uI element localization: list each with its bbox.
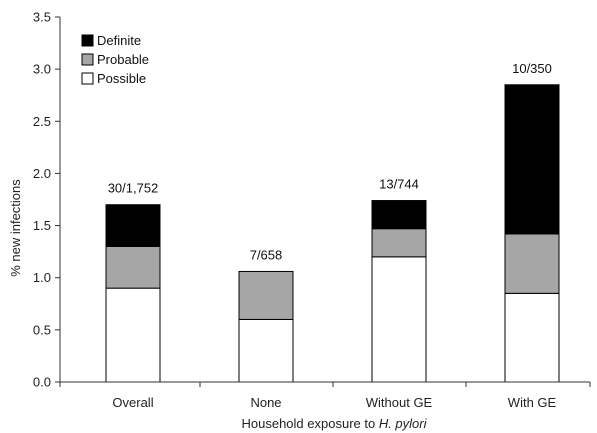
bar-segment-possible-2 [238, 318, 294, 383]
x-axis-title-text: Household exposure to [242, 416, 379, 431]
y-tick-label-1: 0.0 [33, 375, 51, 390]
y-tick-label-7: 3.0 [33, 62, 51, 77]
y-tick-label-4: 1.5 [33, 218, 51, 233]
y-tick-label-8: 3.5 [33, 10, 51, 25]
bar-segment-definite-4 [504, 84, 560, 235]
x-axis-title-italic: H. pylori [379, 416, 428, 431]
x-tick-label-1: Overall [112, 395, 153, 410]
legend-swatch-possible [81, 72, 94, 85]
x-tick-label-3: Without GE [366, 395, 433, 410]
y-tick-label-3: 1.0 [33, 270, 51, 285]
legend-label-probable: Probable [97, 52, 149, 67]
y-axis-title: % new infections [8, 179, 23, 277]
bar-segment-definite-1 [105, 204, 161, 247]
bar-segment-definite-3 [371, 200, 427, 230]
data-label-2: 7/658 [250, 247, 283, 262]
data-label-4: 10/350 [512, 61, 552, 76]
legend-swatch-definite [81, 34, 94, 47]
x-axis-title: Household exposure to H. pylori [242, 416, 428, 431]
bar-segment-possible-4 [504, 292, 560, 383]
legend: Definite Probable Possible [81, 33, 149, 86]
bar-segment-probable-2 [238, 270, 294, 320]
data-label-3: 13/744 [379, 177, 419, 192]
y-tick-label-6: 2.5 [33, 114, 51, 129]
bar-segment-probable-1 [105, 245, 161, 289]
y-tick-label-5: 2.0 [33, 166, 51, 181]
bar-segment-possible-1 [105, 287, 161, 383]
data-label-1: 30/1,752 [108, 181, 159, 196]
bar-segment-probable-3 [371, 228, 427, 258]
y-tick-label-2: 0.5 [33, 322, 51, 337]
legend-swatch-probable [81, 53, 94, 66]
x-tick-label-2: None [250, 395, 281, 410]
legend-label-possible: Possible [97, 71, 146, 86]
bar-segment-possible-3 [371, 256, 427, 383]
x-tick-label-4: With GE [508, 395, 557, 410]
bar-segment-probable-4 [504, 233, 560, 294]
legend-label-definite: Definite [97, 33, 141, 48]
